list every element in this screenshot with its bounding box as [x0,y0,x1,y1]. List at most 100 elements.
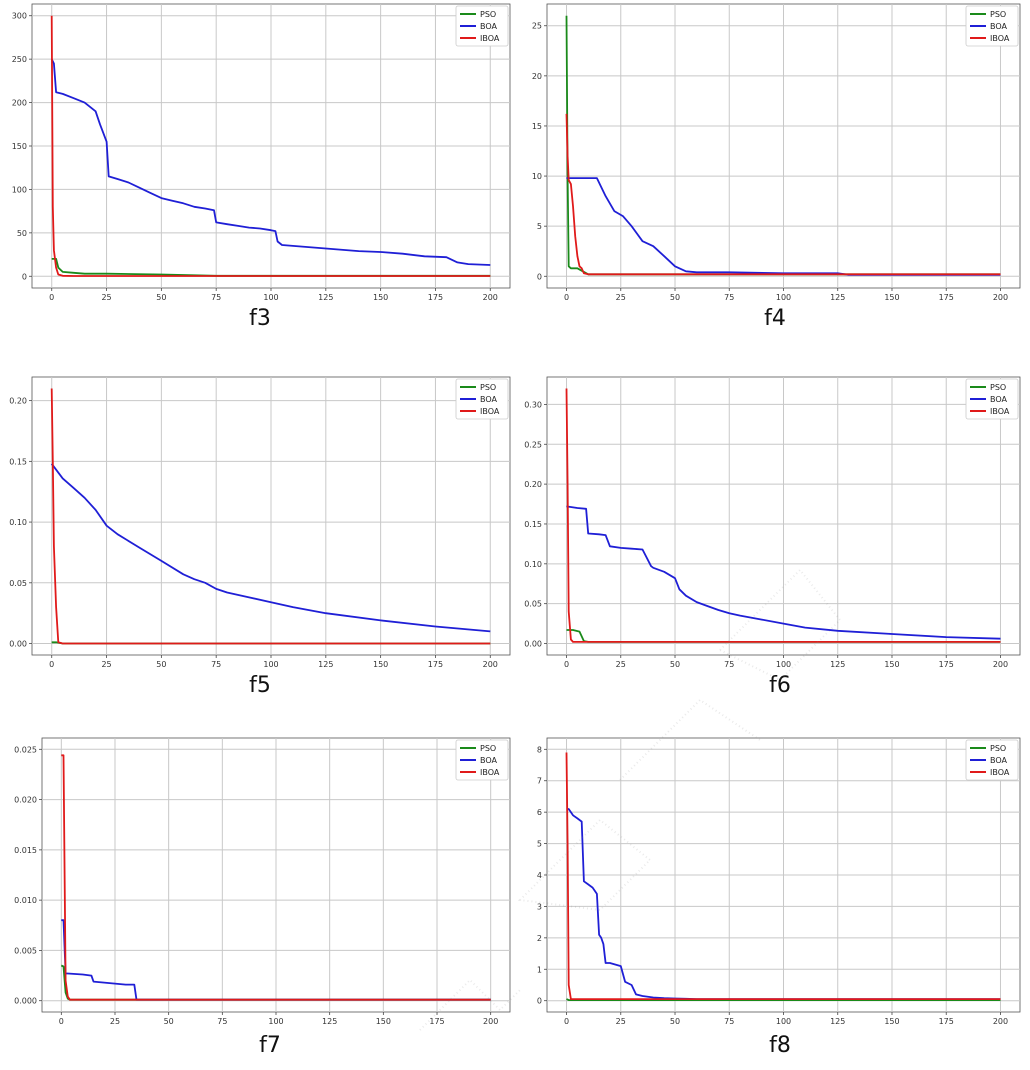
y-tick-label: 0.010 [14,896,37,905]
y-tick-label: 100 [12,185,27,194]
x-tick-label: 50 [670,293,680,302]
chart-f7: 0 25 50 75 100 125 150 175 200 0.000 0.005 0.010 0.0… [0,730,520,1070]
chart-f5: 0 25 50 75 100 125 150 175 200 0.00 0.05 0.10 0.15 0.… [0,365,520,705]
x-tick-label: 0 [49,293,54,302]
legend-label-iboa: IBOA [480,768,500,777]
legend-label-pso: PSO [990,10,1006,19]
legend-label-iboa: IBOA [480,407,500,416]
x-tick-label: 75 [211,660,221,669]
x-tick-label: 200 [993,1017,1008,1026]
y-tick-label: 0.10 [9,518,27,527]
y-tick-label: 0.05 [9,579,27,588]
legend-label-boa: BOA [480,756,498,765]
y-tick-label: 50 [17,229,27,238]
x-tick-label: 0 [564,293,569,302]
y-tick-label: 150 [12,142,27,151]
x-tick-label: 75 [217,1017,227,1026]
chart-caption-f4: f4 [715,306,835,331]
x-tick-label: 75 [211,293,221,302]
chart-caption-f3: f3 [200,306,320,331]
x-tick-label: 25 [101,660,111,669]
x-tick-label: 175 [939,293,954,302]
legend-label-pso: PSO [990,383,1006,392]
legend-label-pso: PSO [480,10,496,19]
y-tick-label: 0 [537,997,542,1006]
x-tick-label: 100 [776,1017,791,1026]
y-tick-label: 0.00 [9,640,27,649]
chart-f3: 0 25 50 75 100 125 150 175 200 0 50 100 150 200 250 300… [0,0,520,340]
x-tick-label: 50 [156,293,166,302]
x-tick-label: 25 [616,1017,626,1026]
y-tick-label: 0.20 [9,397,27,406]
x-tick-label: 200 [483,293,498,302]
y-tick-label: 200 [12,99,27,108]
chart-svg-2: 0 25 50 75 100 125 150 175 200 0.00 0.05 0.10 0.15 0.… [0,365,520,705]
y-tick-label: 0.15 [9,457,27,466]
legend-label-boa: BOA [990,22,1008,31]
x-tick-label: 75 [724,293,734,302]
x-tick-label: 150 [884,293,899,302]
y-tick-label: 0 [22,272,27,281]
x-tick-label: 125 [322,1017,337,1026]
chart-f4: 0 25 50 75 100 125 150 175 200 0 5 10 15 20 25 PSO BOA IB… [520,0,1030,340]
x-tick-label: 50 [164,1017,174,1026]
y-tick-label: 0.15 [524,520,542,529]
x-tick-label: 175 [939,1017,954,1026]
x-tick-label: 25 [616,293,626,302]
legend-label-iboa: IBOA [990,407,1010,416]
x-tick-label: 100 [776,293,791,302]
x-tick-label: 100 [263,293,278,302]
x-tick-label: 50 [156,660,166,669]
y-tick-label: 0.015 [14,846,37,855]
x-tick-label: 125 [318,660,333,669]
y-tick-label: 4 [537,871,542,880]
y-tick-label: 0.30 [524,400,542,409]
x-tick-label: 0 [59,1017,64,1026]
x-tick-label: 50 [670,1017,680,1026]
x-tick-label: 125 [830,1017,845,1026]
y-tick-label: 8 [537,745,542,754]
y-tick-label: 0.025 [14,745,37,754]
chart-svg-4: 0 25 50 75 100 125 150 175 2000.0000.0050.0100.0… [0,730,520,1070]
chart-caption-f6: f6 [720,673,840,698]
chart-svg-0: 0 25 50 75 100 125 150 175 200050100150200250300… [0,0,520,340]
chart-caption-f7: f7 [210,1033,330,1058]
x-tick-label: 175 [429,1017,444,1026]
y-tick-label: 300 [12,12,27,21]
chart-svg-1: 0 25 50 75 100 125 150 175 200 0 5 10 15 20 25 PSO BOA IB… [520,0,1030,340]
y-tick-label: 0.05 [524,600,542,609]
y-tick-label: 6 [537,808,542,817]
x-tick-label: 150 [884,660,899,669]
y-tick-label: 1 [537,965,542,974]
y-tick-label: 10 [532,172,542,181]
legend-label-pso: PSO [990,744,1006,753]
legend-label-pso: PSO [480,744,496,753]
y-tick-label: 0.10 [524,560,542,569]
x-tick-label: 50 [670,660,680,669]
y-tick-label: 250 [12,55,27,64]
legend-label-boa: BOA [480,22,498,31]
x-tick-label: 75 [724,1017,734,1026]
y-tick-label: 25 [532,22,542,31]
x-tick-label: 125 [830,293,845,302]
y-tick-label: 3 [537,902,542,911]
y-tick-label: 0.20 [524,480,542,489]
x-tick-label: 200 [483,1017,498,1026]
chart-f6: 0 25 50 75 100 125 150 175 200 0.00 0.05 0.10 0.15 0.… [520,365,1030,705]
y-tick-label: 0.000 [14,997,37,1006]
y-tick-label: 0.020 [14,796,37,805]
y-tick-label: 5 [537,840,542,849]
y-tick-label: 5 [537,222,542,231]
x-tick-label: 25 [616,660,626,669]
x-tick-label: 100 [776,660,791,669]
x-tick-label: 100 [268,1017,283,1026]
x-tick-label: 200 [483,660,498,669]
y-tick-label: 15 [532,122,542,131]
x-tick-label: 25 [101,293,111,302]
chart-svg-5: 0 25 50 75 100 125 150 175 200 0 1 2 3 4 5 6 7 8 PSO BOA IBO… [520,730,1030,1070]
x-tick-label: 175 [428,293,443,302]
legend-label-iboa: IBOA [480,34,500,43]
chart-f8: 0 25 50 75 100 125 150 175 200 0 1 2 3 4 5 6 7 8 PSO BOA IBO… [520,730,1030,1070]
legend-label-boa: BOA [990,395,1008,404]
x-tick-label: 150 [884,1017,899,1026]
